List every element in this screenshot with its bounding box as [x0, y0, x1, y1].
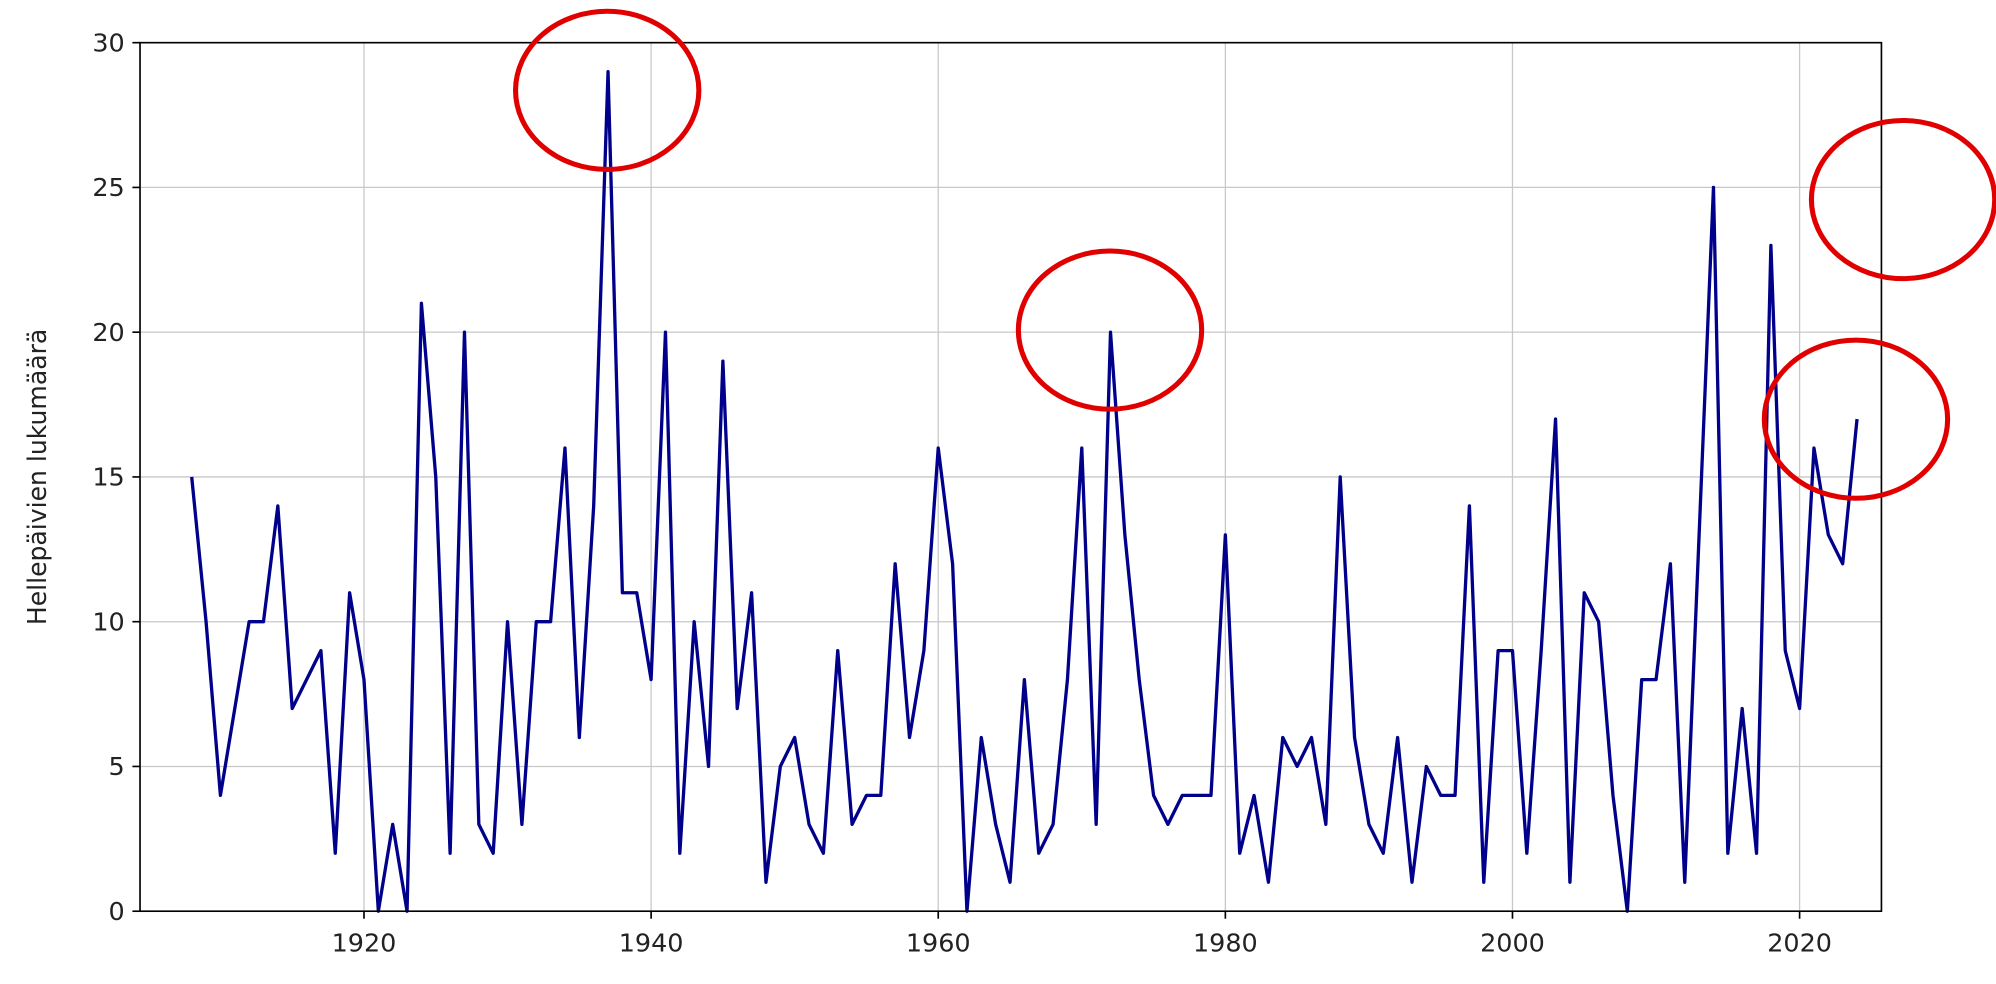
x-tick-label: 2000 [1480, 929, 1545, 958]
y-tick-label: 0 [109, 897, 125, 926]
y-axis-label: Hellepäivien lukumäärä [23, 329, 52, 625]
highlight-circle [1808, 118, 1996, 282]
x-tick-label: 2020 [1767, 929, 1832, 958]
highlight-circle [1015, 248, 1205, 412]
highlight-circle [513, 8, 702, 172]
y-tick-label: 20 [92, 318, 124, 347]
x-tick-label: 1980 [1193, 929, 1258, 958]
grid [140, 42, 1882, 912]
annotations [513, 8, 1996, 501]
y-tick-label: 15 [92, 463, 124, 492]
x-tick-label: 1960 [906, 929, 971, 958]
plot [190, 69, 1859, 913]
x-tick-label: 1920 [332, 929, 397, 958]
y-tick-label: 30 [92, 29, 124, 58]
y-tick-label: 25 [92, 173, 124, 202]
y-tick-label: 5 [109, 752, 125, 781]
x-tick-label: 1940 [619, 929, 684, 958]
highlight-circle [1761, 337, 1951, 501]
data-line [190, 69, 1859, 913]
y-tick-label: 10 [92, 608, 124, 637]
